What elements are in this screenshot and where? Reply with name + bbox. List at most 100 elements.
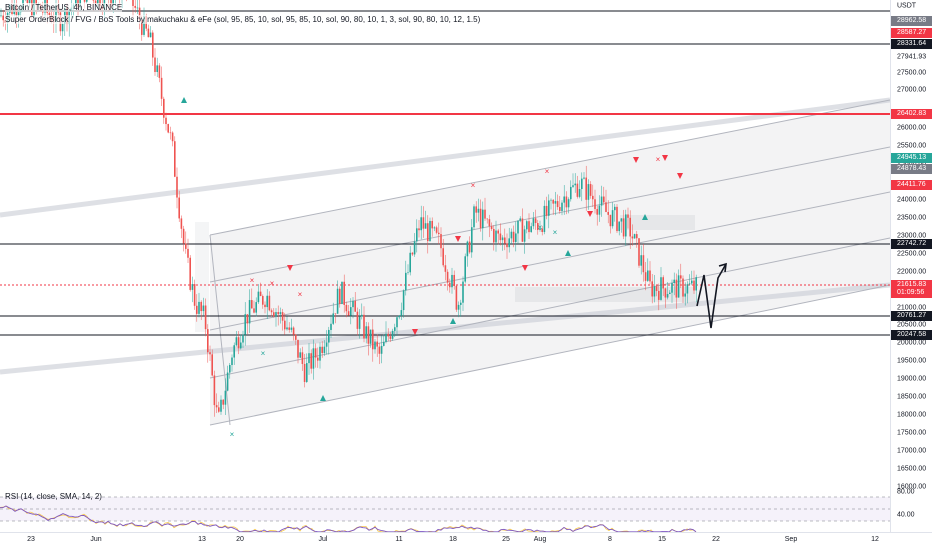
candle-body bbox=[666, 294, 669, 298]
candle-body bbox=[457, 304, 460, 310]
candle-body bbox=[273, 312, 275, 317]
sell-signal-marker bbox=[677, 173, 683, 179]
candle-body bbox=[262, 296, 264, 305]
price-badge: 20247.58 bbox=[891, 330, 932, 340]
candle-body bbox=[686, 284, 689, 294]
candle-body bbox=[486, 218, 488, 220]
candle-body bbox=[323, 346, 326, 354]
candle-body bbox=[521, 218, 524, 242]
candle-body bbox=[691, 280, 693, 284]
candle-body bbox=[471, 227, 473, 253]
bos-cross-marker: × bbox=[298, 290, 303, 299]
candle-body bbox=[394, 327, 396, 331]
candle-body bbox=[299, 352, 301, 358]
price-tick: 17500.00 bbox=[897, 429, 927, 437]
price-chart[interactable]: × × × × × × × × × × bbox=[0, 0, 890, 532]
candle-body bbox=[266, 295, 268, 308]
candle-body bbox=[284, 320, 286, 330]
candle-body bbox=[176, 176, 178, 198]
rsi-indicator-label[interactable]: RSI (14, close, SMA, 14, 2) bbox=[5, 492, 102, 501]
candle-body bbox=[229, 365, 231, 373]
price-tick: 27500.00 bbox=[897, 69, 927, 77]
chart-area[interactable]: × × × × × × × × × × Bitcoin / TetherUS, 4h, BINAN… bbox=[0, 0, 890, 532]
candle-body bbox=[677, 275, 680, 298]
candle-body bbox=[218, 407, 220, 412]
candle-body bbox=[163, 98, 165, 118]
price-tick: 21000.00 bbox=[897, 304, 927, 312]
candle-body bbox=[510, 231, 513, 239]
candle-body bbox=[209, 352, 211, 355]
time-tick: 8 bbox=[608, 536, 612, 543]
candle-body bbox=[86, 0, 88, 2]
bos-cross-marker: × bbox=[230, 430, 235, 439]
time-axis[interactable]: 23 Jun 13 20 Jul 11 18 25 Aug 8 15 22 Sep 12 bbox=[0, 532, 932, 550]
candle-body bbox=[358, 316, 361, 329]
candle-body bbox=[669, 292, 671, 295]
price-tick: 23000.00 bbox=[897, 232, 927, 240]
candle-body bbox=[112, 0, 114, 6]
price-badge: 28331.64 bbox=[891, 39, 932, 49]
candle-body bbox=[594, 199, 596, 210]
candle-body bbox=[468, 241, 471, 253]
candle-body bbox=[233, 345, 235, 358]
candle-body bbox=[559, 207, 561, 211]
candle-body bbox=[347, 311, 350, 316]
candle-body bbox=[497, 230, 499, 234]
candle-body bbox=[427, 223, 429, 242]
candle-body bbox=[75, 0, 77, 5]
candle-body bbox=[136, 7, 139, 9]
candle-body bbox=[504, 237, 506, 244]
candle-body bbox=[391, 330, 394, 339]
candle-body bbox=[257, 291, 260, 303]
candle-body bbox=[587, 184, 590, 200]
candle-body bbox=[640, 255, 642, 266]
candle-body bbox=[574, 183, 576, 186]
order-block-zone bbox=[515, 287, 695, 302]
channel-outer-lower bbox=[0, 282, 890, 375]
candle-body bbox=[517, 220, 519, 234]
candle-body bbox=[605, 202, 607, 212]
price-tick: 24000.00 bbox=[897, 196, 927, 204]
price-badge: 24411.76 bbox=[891, 180, 932, 190]
candle-body bbox=[651, 281, 653, 297]
candle-body bbox=[369, 329, 372, 344]
candle-body bbox=[435, 227, 438, 233]
candle-body bbox=[552, 199, 554, 204]
price-tick: 23500.00 bbox=[897, 214, 927, 222]
channel-fill bbox=[210, 100, 890, 425]
candle-body bbox=[174, 141, 176, 177]
price-badge: 22742.72 bbox=[891, 239, 932, 249]
candle-body bbox=[396, 317, 398, 328]
candle-body bbox=[314, 348, 317, 358]
candle-body bbox=[171, 132, 174, 142]
price-tick: 27000.00 bbox=[897, 86, 927, 94]
candle-body bbox=[97, 0, 99, 4]
bos-cross-marker: × bbox=[270, 279, 275, 288]
candle-body bbox=[589, 184, 592, 196]
candle-body bbox=[424, 223, 427, 229]
candle-body bbox=[207, 329, 209, 353]
time-tick: 20 bbox=[236, 536, 244, 543]
candle-body bbox=[466, 241, 469, 257]
candle-body bbox=[693, 280, 695, 291]
rsi-tick: 40.00 bbox=[897, 511, 915, 519]
time-tick: Jun bbox=[90, 536, 102, 543]
price-axis[interactable]: USDT 27941.93 27500.00 27000.00 26000.00 255… bbox=[890, 0, 932, 532]
candle-body bbox=[662, 277, 664, 289]
candle-body bbox=[26, 0, 29, 4]
candle-body bbox=[607, 211, 609, 215]
price-badge: 21615.83 bbox=[891, 280, 932, 290]
candle-body bbox=[649, 270, 651, 282]
candle-body bbox=[332, 313, 334, 324]
candle-body bbox=[303, 363, 306, 382]
candle-body bbox=[554, 201, 557, 204]
candle-body bbox=[231, 357, 233, 366]
candle-body bbox=[279, 312, 282, 315]
candle-body bbox=[277, 312, 279, 315]
candle-body bbox=[578, 189, 581, 197]
candle-body bbox=[464, 256, 466, 282]
candle-body bbox=[94, 0, 97, 4]
price-tick: 19500.00 bbox=[897, 357, 927, 365]
indicator-label[interactable]: Super OrderBlock / FVG / BoS Tools by ma… bbox=[5, 15, 481, 24]
candle-body bbox=[600, 196, 603, 206]
